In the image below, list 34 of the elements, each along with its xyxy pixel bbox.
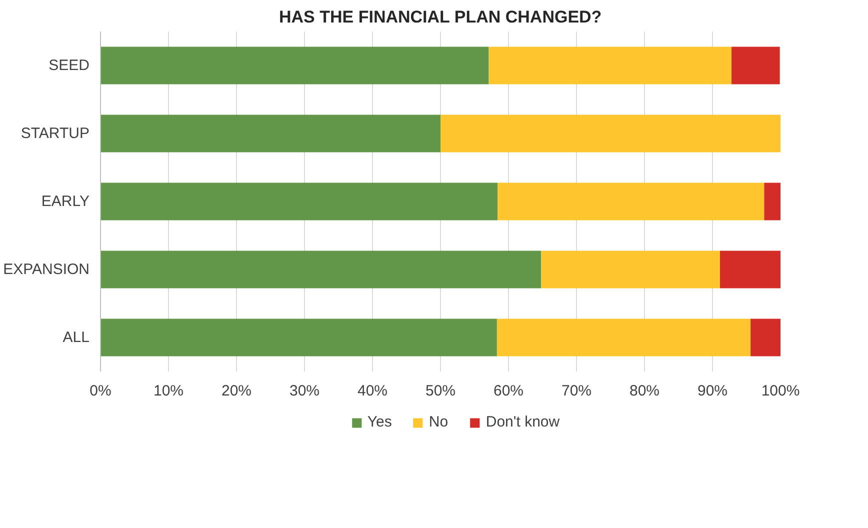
- x-tick-label: 20%: [221, 382, 252, 400]
- y-tick-label: EXPANSION: [3, 261, 90, 278]
- legend-label: No: [428, 414, 449, 430]
- x-tick-label: 0%: [90, 382, 112, 400]
- x-tick-label: 90%: [697, 382, 728, 400]
- bar: [720, 250, 780, 288]
- y-tick-label: EARLY: [41, 193, 90, 210]
- bar: [750, 318, 780, 356]
- bar: [440, 114, 780, 152]
- bar: [541, 250, 720, 288]
- bar: [100, 182, 498, 220]
- bar: [100, 46, 489, 84]
- y-tick-label: STARTUP: [20, 125, 90, 142]
- bar: [100, 250, 542, 288]
- bar: [496, 318, 751, 356]
- x-tick-label: 10%: [153, 382, 184, 400]
- legend-label: Don't know: [486, 414, 560, 430]
- y-tick-label: SEED: [48, 57, 90, 74]
- bar: [100, 114, 440, 152]
- bar: [100, 318, 497, 356]
- x-tick-label: 30%: [289, 382, 320, 400]
- x-tick-label: 80%: [629, 382, 660, 400]
- chart-title: HAS THE FINANCIAL PLAN CHANGED?: [279, 8, 602, 26]
- bar: [488, 46, 732, 84]
- x-tick-label: 70%: [561, 382, 592, 400]
- bar: [732, 46, 780, 84]
- x-tick-label: 100%: [761, 382, 800, 400]
- y-tick-label: ALL: [62, 329, 90, 346]
- legend-label: Yes: [367, 414, 392, 430]
- x-tick-label: 40%: [357, 382, 388, 400]
- bar: [498, 182, 764, 220]
- x-tick-label: 50%: [425, 382, 456, 400]
- bar: [764, 182, 780, 220]
- x-tick-label: 60%: [493, 382, 524, 400]
